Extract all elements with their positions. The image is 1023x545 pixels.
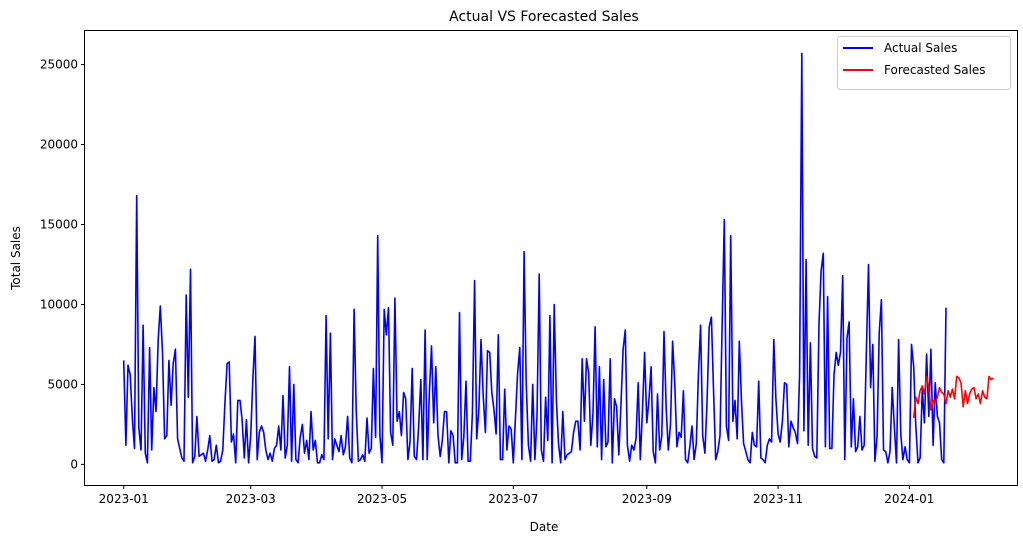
y-tick-label: 10000 [40, 297, 78, 311]
series-layer [122, 52, 994, 464]
legend: Actual Sales Forecasted Sales [837, 36, 1011, 90]
legend-box [837, 36, 1011, 90]
y-tick-label: 25000 [40, 58, 78, 72]
x-tick-label: 2023-01 [99, 492, 149, 506]
x-tick-label: 2023-09 [622, 492, 672, 506]
legend-label-forecasted-sales: Forecasted Sales [884, 63, 986, 77]
y-axis-label: Total Sales [9, 226, 23, 291]
x-tick-label: 2023-03 [226, 492, 276, 506]
y-axis: 0 5000 10000 15000 20000 25000 [40, 58, 85, 471]
y-tick-label: 15000 [40, 217, 78, 231]
x-tick-label: 2023-07 [488, 492, 538, 506]
y-tick-label: 5000 [47, 377, 78, 391]
x-axis: 2023-01 2023-03 2023-05 2023-07 2023-09 2023-… [99, 485, 934, 506]
legend-label-actual-sales: Actual Sales [884, 41, 957, 55]
x-tick-label: 2023-05 [357, 492, 407, 506]
series-line-forecasted-sales [912, 375, 994, 419]
x-tick-label: 2023-11 [753, 492, 803, 506]
y-tick-label: 0 [70, 457, 78, 471]
y-tick-label: 20000 [40, 138, 78, 152]
x-axis-label: Date [530, 520, 559, 534]
chart-title: Actual VS Forecasted Sales [449, 9, 639, 25]
x-tick-label: 2024-01 [884, 492, 934, 506]
series-line-actual-sales [122, 52, 947, 464]
